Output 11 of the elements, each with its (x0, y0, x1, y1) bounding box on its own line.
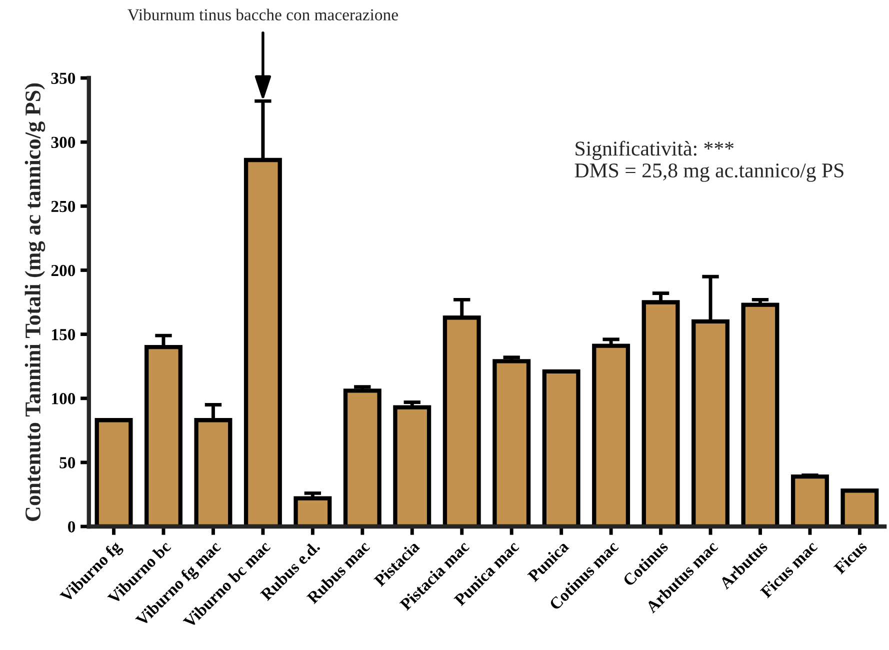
y-tick-label: 300 (51, 136, 76, 148)
y-tick-label: 350 (51, 72, 76, 84)
annotation: Viburnum tinus bacche con macerazione (128, 8, 398, 21)
y-tick-label: 100 (52, 393, 76, 404)
y-tick-label: 200 (51, 264, 76, 276)
y-tick-label: 50 (60, 457, 76, 468)
annotation: Significatività: *** DMS = 25,8 mg ac.tannico/g PS (574, 140, 844, 182)
y-tick-label: 0 (68, 521, 76, 532)
y-axis-title: Contenuto Tannini Totali (mg ac tannico/g PS) (24, 83, 46, 521)
y-tick-label: 250 (51, 200, 76, 212)
y-tick-label: 150 (52, 328, 76, 340)
